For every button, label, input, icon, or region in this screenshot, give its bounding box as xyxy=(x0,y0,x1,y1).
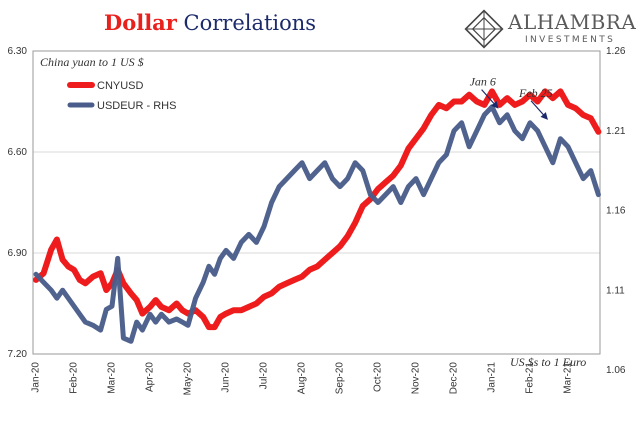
right-tick-label: 1.16 xyxy=(606,206,626,217)
x-tick-label: Apr-20 xyxy=(145,362,156,392)
legend-label-cnyusd: CNYUSD xyxy=(97,80,144,92)
logo-brand-text: ALHAMBRA xyxy=(508,10,637,34)
x-tick-label: Feb-21 xyxy=(525,362,536,394)
legend: CNYUSD USDEUR - RHS xyxy=(67,80,176,112)
x-tick-label: Jan-21 xyxy=(487,362,498,393)
alhambra-logo: ALHAMBRA INVESTMENTS xyxy=(463,8,639,52)
x-tick-label: Jun-20 xyxy=(221,362,232,393)
left-tick-label: 6.60 xyxy=(8,147,28,158)
annotation-label: Jan 6 xyxy=(470,75,496,89)
annotation-label: Feb 25 xyxy=(518,86,553,100)
right-tick-label: 1.06 xyxy=(606,365,626,376)
x-tick-label: Nov-20 xyxy=(411,362,422,395)
left-tick-label: 7.20 xyxy=(8,349,28,360)
right-tick-label: 1.21 xyxy=(606,126,626,137)
x-tick-label: Mar-20 xyxy=(107,362,118,394)
x-tick-label: Jan-20 xyxy=(31,362,42,393)
x-tick-label: Aug-20 xyxy=(297,362,308,395)
title-part-correlations: Correlations xyxy=(183,11,317,35)
logo-sub-text: INVESTMENTS xyxy=(525,35,616,45)
x-tick-label: Oct-20 xyxy=(373,362,384,392)
x-tick-label: Mar-21 xyxy=(563,362,574,394)
left-axis-ticks: 6.30 6.60 6.90 7.20 xyxy=(8,46,28,360)
left-axis-label: China yuan to 1 US $ xyxy=(40,55,144,69)
title-part-dollar: Dollar xyxy=(104,10,177,35)
left-tick-label: 6.30 xyxy=(8,46,28,57)
right-axis-ticks: 1.26 1.21 1.16 1.11 1.06 xyxy=(606,46,626,376)
series-line-usdeur xyxy=(33,104,601,344)
right-tick-label: 1.26 xyxy=(606,46,626,57)
gridlines xyxy=(33,151,600,254)
right-axis-label: US $s to 1 Euro xyxy=(510,355,586,369)
plot-frame xyxy=(32,50,601,355)
annotation-arrow xyxy=(530,100,548,120)
x-tick-label: May-20 xyxy=(183,362,194,396)
left-tick-label: 6.90 xyxy=(8,248,28,259)
x-tick-label: Dec-20 xyxy=(449,362,460,395)
x-tick-label: Jul-20 xyxy=(259,362,270,390)
chart-title: Dollar Correlations xyxy=(104,10,316,35)
x-axis-ticks: Jan-20 Feb-20 Mar-20 Apr-20 May-20 Jun-20 Jul-… xyxy=(31,362,574,396)
annotations: Jan 6 Feb 25 xyxy=(470,75,553,120)
x-tick-label: Feb-20 xyxy=(69,362,80,394)
annotation-arrow xyxy=(481,89,499,109)
diamond-logo-icon xyxy=(464,9,504,49)
right-tick-label: 1.11 xyxy=(606,285,625,296)
legend-label-usdeur: USDEUR - RHS xyxy=(97,100,176,112)
x-tick-label: Sep-20 xyxy=(335,362,346,395)
